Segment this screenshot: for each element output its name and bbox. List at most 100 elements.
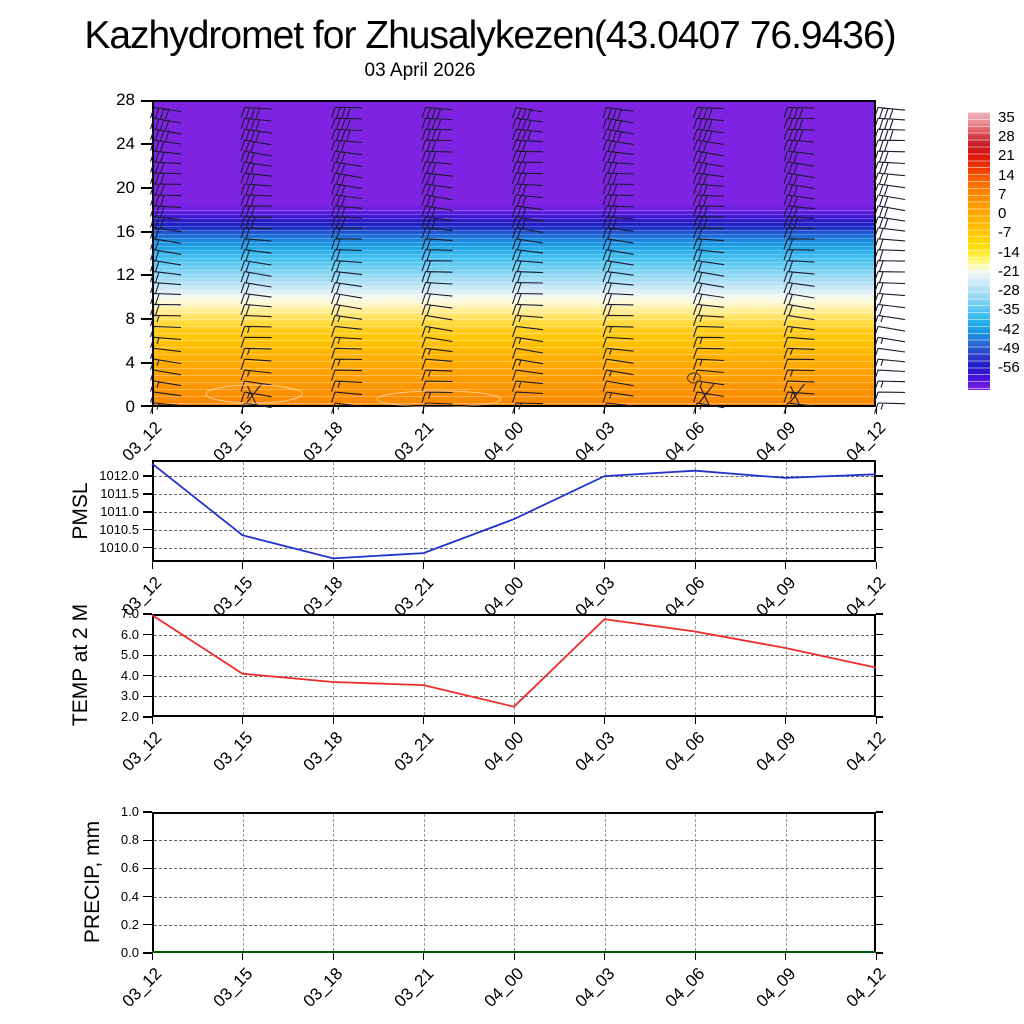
gridline-h — [154, 655, 874, 657]
x-tick-mark — [604, 562, 606, 569]
colorbar-label: -28 — [998, 282, 1020, 300]
gridline-v — [604, 814, 606, 951]
y-tick-mark — [143, 475, 152, 477]
profile-minor-ticks-left — [146, 100, 151, 407]
y-tick-label: 4.0 — [120, 667, 139, 683]
x-tick-mark — [875, 407, 877, 414]
pmsl-line — [151, 462, 877, 560]
profile-y-tick-label: 28 — [116, 90, 135, 109]
gridline-h — [154, 494, 874, 495]
x-tick-mark — [875, 953, 877, 960]
x-tick-mark — [423, 562, 425, 569]
x-tick-label: 04_00 — [480, 728, 528, 775]
x-tick-mark — [332, 407, 334, 414]
date-subtitle: 03 April 2026 — [364, 60, 476, 81]
x-tick-mark — [513, 562, 515, 569]
gridline-v — [242, 616, 244, 715]
y-tick-mark-right — [876, 546, 883, 549]
gridline-v — [423, 814, 425, 951]
y-tick-mark-right — [876, 695, 883, 698]
x-tick-label: 04_03 — [571, 728, 618, 775]
colorbar-steps — [968, 112, 990, 390]
y-tick-mark — [143, 839, 152, 841]
profile-y-tick-label: 4 — [125, 353, 135, 373]
y-tick-mark-right — [876, 675, 883, 677]
y-tick-mark-right — [876, 613, 883, 615]
profile-minor-ticks-right — [868, 102, 874, 405]
page-title: Kazhydromet for Zhusalykezen(43.0407 76.… — [84, 14, 896, 57]
wind-barbs — [149, 106, 906, 414]
y-tick-mark — [143, 924, 152, 926]
x-tick-mark — [423, 953, 425, 960]
x-tick-mark — [694, 407, 696, 414]
gridline-h — [154, 634, 874, 636]
x-tick-label: 03_18 — [299, 964, 347, 1011]
colorbar-label: -56 — [998, 359, 1020, 376]
x-tick-mark — [694, 953, 696, 960]
gridline-v — [785, 814, 787, 951]
x-tick-label: 04_00 — [480, 964, 528, 1011]
contour-extrema-markers — [205, 372, 702, 408]
y-tick-label: 6.0 — [120, 626, 139, 642]
y-tick-mark — [143, 716, 152, 718]
x-tick-mark — [423, 717, 425, 724]
colorbar-label: -35 — [998, 301, 1020, 319]
x-tick-mark — [151, 953, 153, 960]
x-tick-mark — [242, 562, 244, 569]
gridline-v — [333, 814, 334, 951]
gridline-v — [514, 462, 515, 560]
x-tick-label: 04_06 — [661, 964, 709, 1011]
y-tick-label: 1011.0 — [100, 503, 139, 519]
y-tick-label: 0.6 — [120, 860, 139, 876]
x-tick-mark — [332, 953, 334, 960]
gridline-h — [154, 696, 874, 698]
temperature-height-profile-panel — [149, 100, 906, 414]
gridline-v — [695, 616, 696, 715]
y-tick-mark-right — [876, 839, 883, 841]
y-tick-mark — [143, 675, 152, 677]
y-tick-label: 1012.0 — [99, 468, 139, 484]
y-tick-mark-right — [876, 511, 883, 513]
y-tick-label: 1011.5 — [100, 486, 139, 501]
y-tick-mark-right — [876, 475, 883, 477]
colorbar-label: 35 — [998, 109, 1015, 126]
gridline-h — [154, 924, 874, 926]
gridline-h — [154, 476, 874, 478]
y-tick-mark — [143, 654, 152, 656]
x-tick-label: 04_12 — [842, 964, 890, 1011]
colorbar-label: -49 — [998, 339, 1020, 357]
x-tick-mark — [694, 562, 696, 569]
x-tick-mark — [785, 407, 787, 414]
y-tick-label: 7.0 — [120, 606, 139, 621]
x-tick-label: 03_21 — [390, 728, 437, 775]
x-tick-mark — [875, 717, 877, 724]
profile-y-tick — [141, 142, 152, 145]
y-tick-mark-right — [876, 811, 883, 813]
gridline-h — [154, 511, 874, 513]
y-tick-mark — [143, 633, 152, 636]
profile-y-tick-label: 16 — [116, 221, 135, 241]
x-tick-mark — [332, 717, 334, 724]
y-tick-mark-right — [876, 924, 883, 926]
y-tick-mark — [143, 952, 152, 954]
colorbar-label: 14 — [998, 166, 1015, 184]
x-tick-mark — [151, 562, 153, 569]
x-tick-label: 04_09 — [752, 728, 799, 775]
gridline-h — [154, 868, 874, 870]
colorbar-label: -14 — [998, 243, 1020, 261]
y-tick-mark-right — [876, 716, 883, 718]
gridline-v — [333, 616, 334, 715]
colorbar-label: 21 — [998, 147, 1015, 165]
x-tick-mark — [151, 717, 153, 724]
y-tick-mark — [143, 546, 152, 549]
y-tick-mark — [143, 493, 152, 495]
y-tick-mark-right — [876, 654, 883, 656]
gridline-v — [695, 814, 696, 951]
x-tick-mark — [604, 407, 606, 414]
temp-at-2-m-line — [151, 614, 877, 708]
profile-y-tick — [141, 274, 152, 277]
gridline-h — [154, 896, 874, 898]
colorbar-label: 0 — [998, 205, 1007, 223]
gridline-h — [154, 840, 874, 842]
